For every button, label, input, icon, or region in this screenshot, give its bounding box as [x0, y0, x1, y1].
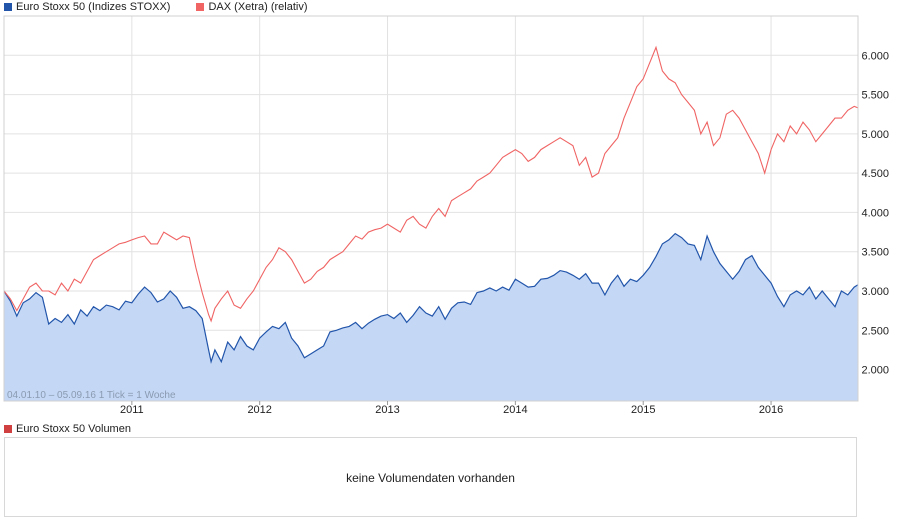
plot-frame	[3, 15, 859, 402]
legend-swatch-volume	[4, 425, 12, 433]
y-tick-label: 3.000	[861, 286, 889, 298]
price-chart[interactable]: 2.000 2.500 3.000 3.500 4.000 4.500 5.000 5.500…	[0, 14, 900, 421]
legend-swatch-dax	[196, 3, 205, 11]
y-tick-label: 5.000	[861, 129, 889, 141]
x-tick-label: 2012	[247, 404, 271, 416]
volume-legend: Euro Stoxx 50 Volumen	[0, 422, 131, 436]
chart-date-range-info: 04.01.10 – 05.09.16 1 Tick = 1 Woche	[7, 390, 176, 401]
legend-label-volume: Euro Stoxx 50 Volumen	[16, 423, 131, 435]
legend-swatch-euro-stoxx	[4, 3, 12, 11]
x-tick-label: 2013	[375, 404, 399, 416]
x-tick-label: 2015	[631, 404, 655, 416]
x-tick-label: 2016	[759, 404, 783, 416]
x-tick-label: 2014	[503, 404, 527, 416]
y-tick-label: 6.000	[861, 50, 889, 62]
y-tick-label: 5.500	[861, 90, 889, 102]
y-tick-label: 2.000	[861, 365, 889, 377]
y-tick-label: 3.500	[861, 247, 889, 259]
y-tick-label: 4.500	[861, 168, 889, 180]
x-tick-label: 2011	[120, 404, 144, 416]
chart-legend: Euro Stoxx 50 (Indizes STOXX) DAX (Xetra…	[0, 0, 330, 14]
legend-item-euro-stoxx[interactable]: Euro Stoxx 50 (Indizes STOXX)	[0, 0, 170, 14]
euro-stoxx-line	[3, 232, 859, 365]
dax-line	[3, 45, 859, 323]
legend-label-euro-stoxx: Euro Stoxx 50 (Indizes STOXX)	[16, 1, 171, 13]
volume-empty-message: keine Volumendaten vorhanden	[346, 471, 515, 485]
y-tick-label: 4.000	[861, 207, 889, 219]
x-axis: 2011 2012 2013 2014 2015 2016	[120, 401, 783, 416]
euro-stoxx-area	[4, 233, 858, 401]
y-axis: 2.000 2.500 3.000 3.500 4.000 4.500 5.000 5.500…	[861, 50, 889, 376]
volume-panel: keine Volumendaten vorhanden	[4, 437, 857, 517]
legend-item-dax[interactable]: DAX (Xetra) (relativ)	[192, 0, 308, 14]
legend-label-dax: DAX (Xetra) (relativ)	[208, 1, 308, 13]
y-tick-label: 2.500	[861, 325, 889, 337]
